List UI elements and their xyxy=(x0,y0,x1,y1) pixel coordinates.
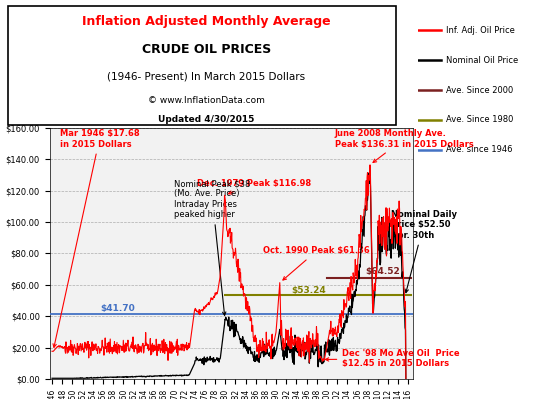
Text: Dec. 1979 Peak $116.98: Dec. 1979 Peak $116.98 xyxy=(197,179,311,194)
Text: Updated 4/30/2015: Updated 4/30/2015 xyxy=(158,115,255,124)
Text: Mar 1946 $17.68
in 2015 Dollars: Mar 1946 $17.68 in 2015 Dollars xyxy=(53,129,139,348)
Text: (1946- Present) In March 2015 Dollars: (1946- Present) In March 2015 Dollars xyxy=(107,71,305,81)
Text: Oct. 1990 Peak $61.36: Oct. 1990 Peak $61.36 xyxy=(263,246,370,280)
Text: Dec '98 Mo Ave Oil  Price
$12.45 in 2015 Dollars: Dec '98 Mo Ave Oil Price $12.45 in 2015 … xyxy=(326,349,460,369)
Text: Inf. Adj. Oil Price: Inf. Adj. Oil Price xyxy=(446,26,515,35)
Text: Inflation Adjusted Monthly Average: Inflation Adjusted Monthly Average xyxy=(82,15,331,28)
Text: Nominal Peak $38
(Mo. Ave. Price)
Intraday Prices
peaked higher: Nominal Peak $38 (Mo. Ave. Price) Intrad… xyxy=(174,179,251,315)
Text: $53.24: $53.24 xyxy=(292,286,326,294)
Text: Ave. since 1946: Ave. since 1946 xyxy=(446,145,513,154)
Text: CRUDE OIL PRICES: CRUDE OIL PRICES xyxy=(142,43,271,56)
Text: Nominal Daily
Price $52.50
Apr. 30th: Nominal Daily Price $52.50 Apr. 30th xyxy=(390,210,456,293)
Text: June 2008 Monthly Ave.
Peak $136.31 in 2015 Dollars: June 2008 Monthly Ave. Peak $136.31 in 2… xyxy=(334,129,474,162)
Text: $64.52: $64.52 xyxy=(365,267,400,276)
FancyBboxPatch shape xyxy=(8,6,396,125)
Text: © www.InflationData.com: © www.InflationData.com xyxy=(148,96,265,105)
Text: Ave. Since 2000: Ave. Since 2000 xyxy=(446,85,513,95)
Text: Ave. Since 1980: Ave. Since 1980 xyxy=(446,115,513,124)
Text: $41.70: $41.70 xyxy=(101,304,135,313)
Text: Nominal Oil Price: Nominal Oil Price xyxy=(446,56,518,65)
